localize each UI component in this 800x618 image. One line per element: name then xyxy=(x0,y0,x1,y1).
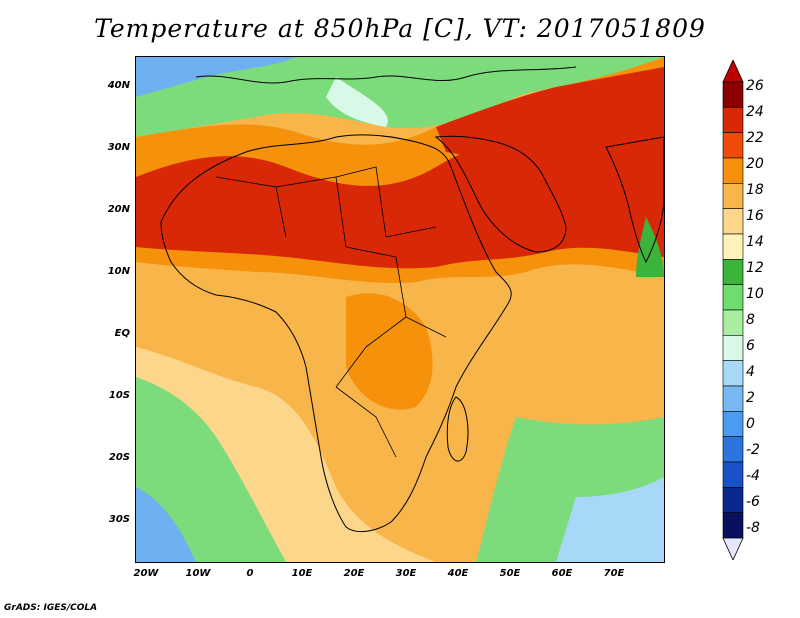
field-central-hot xyxy=(346,293,433,410)
colorbar-swatch-14 xyxy=(722,233,744,260)
colorbar-swatch-18 xyxy=(722,183,744,209)
colorbar-label-neg4: -4 xyxy=(746,468,760,484)
colorbar-label-14: 14 xyxy=(746,234,764,250)
colorbar-swatch-0 xyxy=(722,411,744,437)
colorbar-label-6: 6 xyxy=(746,338,755,354)
colorbar-swatch--6 xyxy=(722,487,744,513)
colorbar-swatch-10 xyxy=(722,284,744,311)
madagascar-coastline xyxy=(446,396,469,462)
india-coastline xyxy=(605,136,664,264)
lat-label-eq: EQ xyxy=(114,328,130,339)
europe-coastline xyxy=(195,66,577,84)
lon-label-0: 0 xyxy=(246,568,254,579)
field-south-blue xyxy=(136,487,196,562)
lat-label-20s: 20S xyxy=(108,452,130,463)
field-southeast-blue xyxy=(556,477,664,562)
colorbar-swatch-24 xyxy=(722,107,744,133)
colorbar-label-22: 22 xyxy=(746,130,764,146)
field-arabia-hot xyxy=(436,67,664,160)
colorbar-label-2: 2 xyxy=(746,390,755,406)
temperature-map[interactable] xyxy=(135,56,665,563)
lon-label-10w: 10W xyxy=(185,568,211,579)
lat-label-40n: 40N xyxy=(107,80,130,91)
lat-label-10n: 10N xyxy=(107,266,130,277)
colorbar-label-neg2: -2 xyxy=(746,442,760,458)
lat-label-30n: 30N xyxy=(107,142,130,153)
colorbar-label-26: 26 xyxy=(746,78,764,94)
colorbar-swatch-20 xyxy=(722,157,744,184)
colorbar-label-10: 10 xyxy=(746,286,764,302)
lon-label-20e: 20E xyxy=(343,568,365,579)
lat-label-10s: 10S xyxy=(108,390,130,401)
lat-label-20n: 20N xyxy=(107,204,130,215)
map-title: Temperature at 850hPa [C], VT: 201705180… xyxy=(94,14,706,43)
footer-credit: GrADS: IGES/COLA xyxy=(4,603,98,613)
colorbar-swatch--2 xyxy=(722,436,744,463)
colorbar-label-18: 18 xyxy=(746,182,764,198)
field-north-green xyxy=(136,57,664,137)
country-borders xyxy=(215,166,447,458)
colorbar-label-8: 8 xyxy=(746,312,755,328)
colorbar-swatch-26 xyxy=(722,81,744,108)
colorbar-label-24: 24 xyxy=(746,104,764,120)
field-north-blue xyxy=(136,57,296,97)
colorbar-swatch-16 xyxy=(722,208,744,235)
lon-label-40e: 40E xyxy=(447,568,469,579)
colorbar-swatch-12 xyxy=(722,259,744,285)
colorbar-label-4: 4 xyxy=(746,364,755,380)
colorbar-under-arrow xyxy=(722,537,744,560)
field-south-green xyxy=(136,377,286,562)
colorbar-swatch--8 xyxy=(722,512,744,539)
colorbar-label-16: 16 xyxy=(746,208,764,224)
lon-label-20w: 20W xyxy=(133,568,159,579)
colorbar-label-20: 20 xyxy=(746,156,764,172)
colorbar-swatch--4 xyxy=(722,461,744,488)
colorbar-swatch-22 xyxy=(722,132,744,159)
lat-label-30s: 30S xyxy=(108,514,130,525)
colorbar-label-0: 0 xyxy=(746,416,755,432)
lon-label-60e: 60E xyxy=(551,568,573,579)
lon-label-50e: 50E xyxy=(499,568,521,579)
map-canvas xyxy=(136,57,664,562)
field-med-pale xyxy=(326,77,388,127)
colorbar-swatch-4 xyxy=(722,360,744,387)
lon-label-70e: 70E xyxy=(603,568,625,579)
colorbar-swatch-6 xyxy=(722,335,744,361)
field-india-green xyxy=(636,217,664,277)
lon-label-30e: 30E xyxy=(395,568,417,579)
colorbar-swatches xyxy=(722,81,744,539)
colorbar-label-neg8: -8 xyxy=(746,520,760,536)
colorbar xyxy=(722,60,744,560)
colorbar-swatch-8 xyxy=(722,309,744,336)
colorbar-label-12: 12 xyxy=(746,260,764,276)
lon-label-10e: 10E xyxy=(291,568,313,579)
africa-coastline xyxy=(160,134,512,533)
colorbar-label-neg6: -6 xyxy=(746,494,760,510)
arabia-coastline xyxy=(434,135,567,253)
colorbar-over-arrow xyxy=(722,60,744,83)
colorbar-swatch-2 xyxy=(722,385,744,412)
